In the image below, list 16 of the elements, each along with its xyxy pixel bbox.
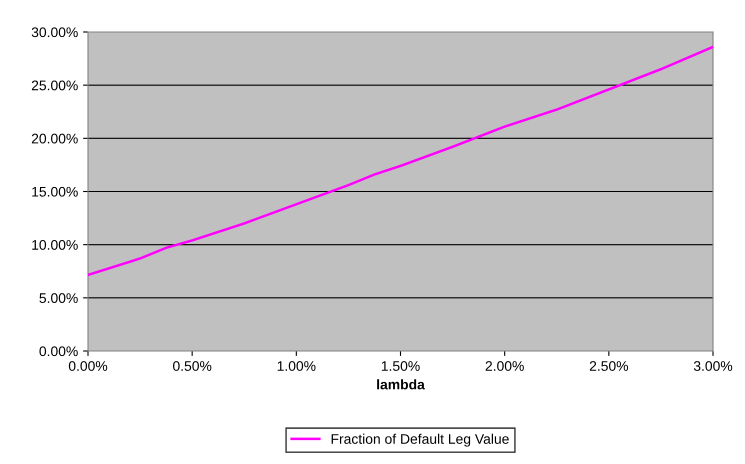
x-tick-label: 1.50% bbox=[382, 361, 420, 371]
y-tick-label: 20.00% bbox=[32, 134, 78, 144]
x-tick-label: 1.00% bbox=[278, 361, 316, 371]
y-tick-label: 15.00% bbox=[32, 186, 78, 197]
x-axis-title: lambda bbox=[377, 379, 425, 390]
y-tick-label: 5.00% bbox=[39, 293, 78, 304]
legend-label: Fraction of Default Leg Value bbox=[332, 434, 509, 447]
x-tick-label: 2.00% bbox=[486, 361, 524, 371]
y-tick-label: 30.00% bbox=[32, 27, 78, 38]
y-tick-label: 0.00% bbox=[39, 346, 78, 356]
y-tick-label: 25.00% bbox=[32, 80, 78, 90]
x-tick-label: 2.50% bbox=[590, 361, 628, 371]
x-tick-label: 0.50% bbox=[173, 361, 212, 371]
x-tick-label: 3.00% bbox=[694, 361, 732, 371]
y-tick-label: 10.00% bbox=[32, 240, 78, 250]
x-tick-label: 0.00% bbox=[68, 361, 108, 371]
